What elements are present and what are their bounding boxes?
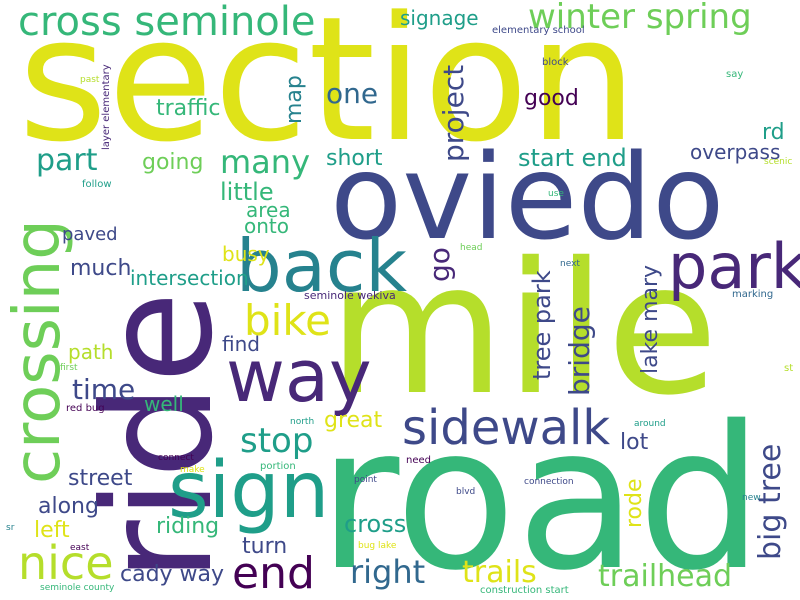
word-signage: signage bbox=[400, 6, 479, 30]
word-first: first bbox=[60, 363, 78, 373]
word-traffic: traffic bbox=[156, 96, 221, 121]
word-street: street bbox=[68, 466, 133, 491]
word-nice: nice bbox=[18, 536, 114, 590]
word-make: make bbox=[180, 465, 205, 475]
word-sidewalk: sidewalk bbox=[402, 400, 611, 456]
word-stop: stop bbox=[240, 421, 314, 461]
word-path: path bbox=[68, 340, 114, 364]
word-cross-seminole: cross seminole bbox=[18, 0, 316, 45]
word-paved: paved bbox=[62, 224, 118, 245]
word-scenic: scenic bbox=[764, 157, 793, 167]
word-great: great bbox=[324, 408, 383, 433]
word-cady-way: cady way bbox=[120, 562, 225, 587]
word-along: along bbox=[38, 494, 99, 519]
word-right: right bbox=[350, 553, 426, 591]
word-construction-start: construction start bbox=[480, 585, 569, 596]
word-new: new bbox=[742, 493, 761, 503]
word-map: map bbox=[282, 75, 307, 124]
word-mile: mile bbox=[328, 223, 719, 435]
word-follow: follow bbox=[82, 179, 112, 190]
word-past: past bbox=[80, 75, 100, 85]
word-around: around bbox=[634, 419, 666, 429]
word-one: one bbox=[326, 77, 379, 110]
word-blvd: blvd bbox=[456, 487, 476, 497]
word-left: left bbox=[34, 518, 70, 543]
word-lake-mary: lake mary bbox=[638, 264, 663, 374]
word-trails: trails bbox=[462, 555, 537, 590]
word-bridge: bridge bbox=[563, 306, 596, 396]
word-sign: sign bbox=[168, 446, 330, 536]
word-sr: sr bbox=[6, 523, 15, 533]
word-riding: riding bbox=[156, 514, 220, 539]
word-bike: bike bbox=[244, 296, 331, 345]
word-portion: portion bbox=[260, 461, 296, 472]
word-park: park bbox=[668, 230, 800, 303]
word-good: good bbox=[524, 86, 579, 111]
word-connect: connect bbox=[158, 453, 194, 463]
word-area: area bbox=[246, 198, 291, 222]
word-winter-spring: winter spring bbox=[528, 0, 752, 37]
word-seminole-county: seminole county bbox=[40, 583, 115, 593]
word-much: much bbox=[70, 256, 132, 281]
word-going: going bbox=[142, 150, 204, 175]
word-section: section bbox=[18, 0, 638, 180]
word-project: project bbox=[437, 64, 470, 162]
word-turn: turn bbox=[242, 534, 288, 559]
word-connection: connection bbox=[524, 477, 574, 487]
word-road: road bbox=[318, 383, 764, 600]
word-cross: cross bbox=[344, 510, 407, 538]
word-head: head bbox=[460, 243, 483, 253]
word-say: say bbox=[726, 69, 744, 80]
word-oviedo: oviedo bbox=[330, 128, 725, 266]
word-start-end: start end bbox=[518, 144, 627, 172]
word-little: little bbox=[220, 178, 274, 206]
word-go: go bbox=[423, 247, 456, 282]
word-next: next bbox=[560, 259, 580, 269]
word-rd: rd bbox=[762, 120, 785, 145]
word-north: north bbox=[290, 417, 315, 427]
word-time: time bbox=[72, 373, 136, 406]
word-layer-elementary: layer elementary bbox=[101, 64, 112, 150]
word-point: point bbox=[354, 475, 377, 485]
word-overpass: overpass bbox=[690, 140, 781, 164]
word-way: way bbox=[226, 334, 372, 418]
word-crossing: crossing bbox=[1, 219, 75, 484]
word-need: need bbox=[406, 455, 431, 466]
word-rode: rode bbox=[622, 478, 647, 528]
word-lot: lot bbox=[620, 430, 649, 455]
word-red-bug: red bug bbox=[66, 403, 105, 414]
word-st: st bbox=[784, 363, 794, 374]
word-back: back bbox=[236, 224, 408, 308]
word-seminole-wekiva: seminole wekiva bbox=[304, 289, 396, 302]
word-east: east bbox=[70, 543, 90, 553]
word-tree-park: tree park bbox=[528, 270, 556, 380]
word-onto: onto bbox=[244, 214, 289, 238]
word-use: use bbox=[548, 189, 564, 199]
word-marking: marking bbox=[732, 289, 774, 300]
word-short: short bbox=[326, 146, 383, 171]
word-many: many bbox=[220, 143, 310, 181]
word-block: block bbox=[542, 57, 569, 68]
word-intersection: intersection bbox=[130, 266, 249, 290]
word-well: well bbox=[144, 392, 184, 416]
word-part: part bbox=[36, 143, 98, 178]
word-find: find bbox=[222, 332, 260, 356]
word-elementary-school: elementary school bbox=[492, 25, 585, 36]
word-busy: busy bbox=[222, 242, 270, 266]
word-bug-lake: bug lake bbox=[358, 541, 397, 551]
word-end: end bbox=[232, 548, 315, 599]
word-trailhead: trailhead bbox=[598, 559, 733, 594]
